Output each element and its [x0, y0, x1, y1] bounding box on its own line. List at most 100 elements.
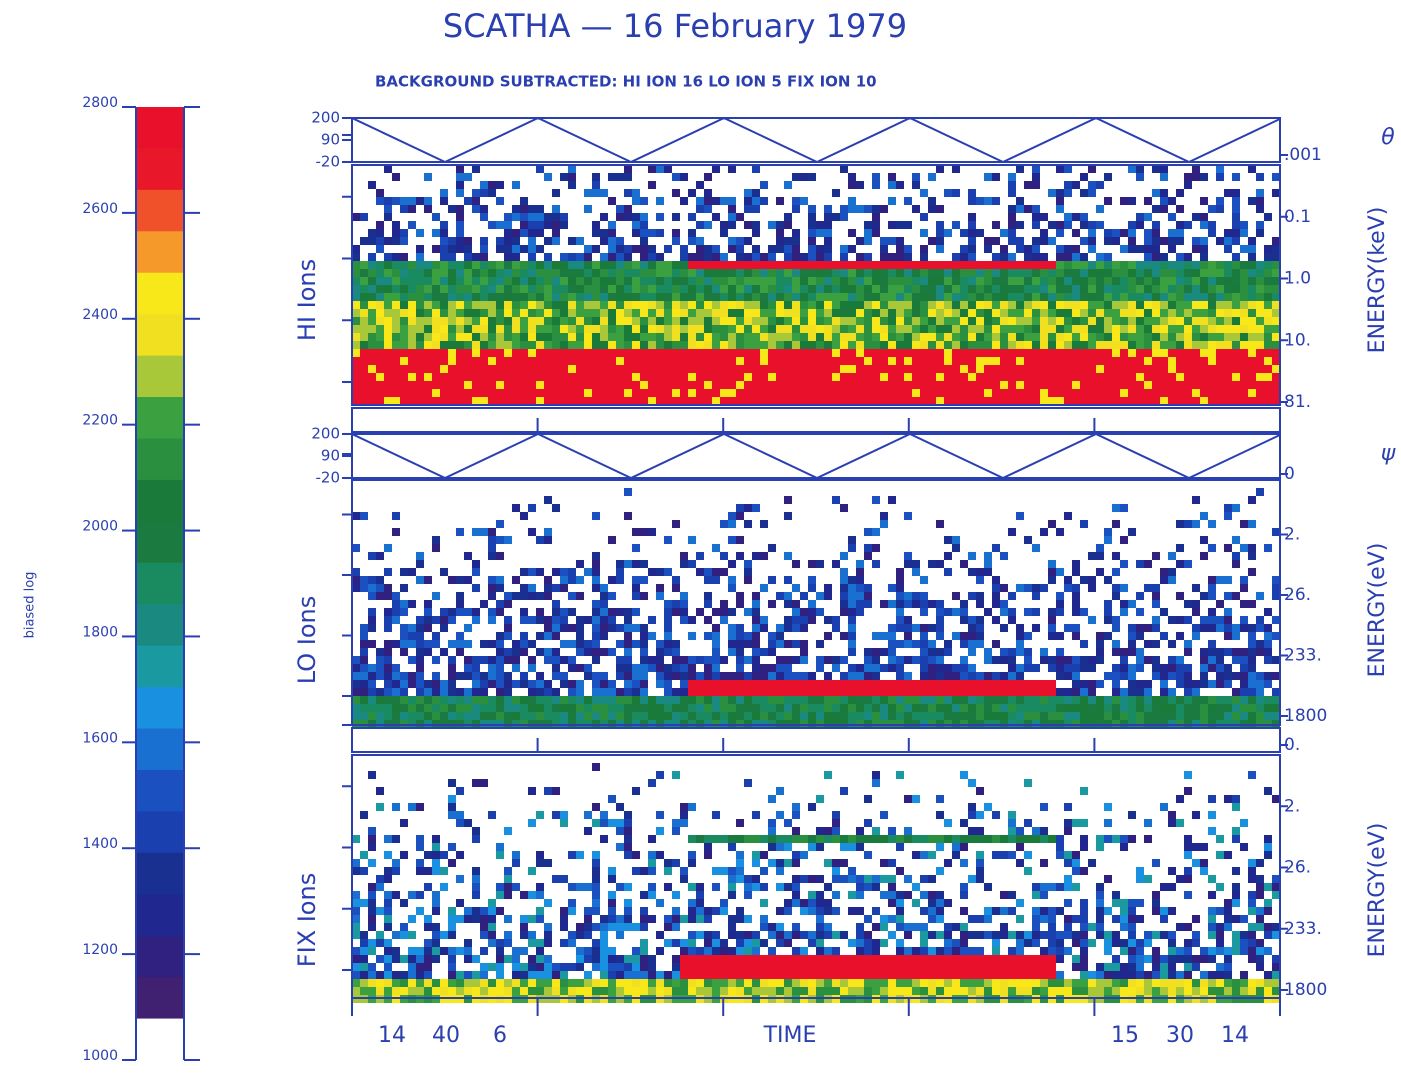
separator — [351, 407, 1281, 433]
energy-tick-label: 10. — [1284, 330, 1311, 350]
energy-tick-label: 1.0 — [1284, 269, 1311, 289]
colorbar-band — [136, 1018, 184, 1061]
colorbar-tick-label: 1000 — [82, 1048, 118, 1064]
time-label: 40 — [432, 1023, 460, 1048]
spectrogram-texture — [352, 261, 1264, 301]
colorbar-band — [136, 562, 184, 605]
spectrogram-texture — [352, 763, 1280, 979]
colorbar-band — [136, 272, 184, 315]
energy-tick-label: 0. — [1284, 735, 1300, 755]
spectrogram-frame — [351, 164, 1281, 406]
time-label: 30 — [1166, 1023, 1194, 1048]
colorbar-band — [136, 355, 184, 398]
colorbar-band — [136, 687, 184, 730]
angle-tick-label: -20 — [316, 469, 341, 487]
colorbar-band — [136, 231, 184, 274]
energy-tick-label: 233. — [1284, 919, 1322, 939]
colorbar-band — [136, 894, 184, 937]
panel-label: LO Ions — [293, 596, 321, 685]
spectrogram-texture — [352, 165, 1280, 261]
colorbar-tick-label: 2000 — [82, 519, 118, 535]
colorbar-band — [136, 728, 184, 771]
colorbar-band — [136, 935, 184, 978]
spectrogram-texture — [360, 261, 1280, 301]
spectrogram-frame — [351, 754, 1281, 999]
spectrogram-texture — [352, 496, 1272, 696]
colorbar-label: biased log — [23, 572, 38, 639]
colorbar-tick-label: 2400 — [82, 307, 118, 323]
angle-symbol: ψ — [1381, 441, 1396, 466]
colorbar-band — [136, 852, 184, 895]
energy-label: ENERGY(eV) — [1365, 543, 1390, 678]
colorbar-band — [136, 977, 184, 1020]
colorbar-band — [136, 148, 184, 191]
energy-label: ENERGY(keV) — [1365, 207, 1390, 354]
spectrogram-texture — [688, 835, 1048, 843]
spectrogram-texture — [368, 979, 1280, 1003]
colorbar-tick-label: 1600 — [82, 730, 118, 746]
colorbar-band — [136, 438, 184, 481]
angle-tick-label: 200 — [311, 109, 340, 127]
spectrogram-texture — [696, 835, 1032, 843]
colorbar-band — [136, 189, 184, 232]
angle-tick-label: 200 — [311, 425, 340, 443]
angle-trace — [352, 434, 1280, 478]
time-label: 14 — [1221, 1023, 1249, 1048]
panel-label: FIX Ions — [293, 873, 321, 967]
energy-tick-label: 2. — [1284, 796, 1300, 816]
colorbar-band — [136, 107, 184, 149]
colorbar-band — [136, 769, 184, 812]
time-label: 14 — [378, 1023, 406, 1048]
spectrogram-texture — [352, 504, 1272, 696]
separator — [351, 727, 1281, 753]
energy-tick-label: 1800 — [1284, 706, 1327, 726]
colorbar-band — [136, 479, 184, 522]
panel-label: HI Ions — [293, 259, 321, 341]
colorbar-band — [136, 521, 184, 564]
angle-symbol: θ — [1381, 125, 1395, 150]
energy-tick-label: 2. — [1284, 525, 1300, 545]
angle-tick-label: 90 — [321, 131, 340, 149]
angle-trace — [352, 118, 1280, 162]
colorbar-band — [136, 811, 184, 854]
angle-tick-label: -20 — [316, 153, 341, 171]
spectrogram-texture — [360, 261, 1272, 349]
energy-tick-label: 233. — [1284, 646, 1322, 666]
energy-tick-label: .001 — [1284, 145, 1322, 165]
energy-tick-label: 0.1 — [1284, 207, 1311, 227]
spectrogram-texture — [360, 261, 1280, 349]
energy-tick-label: 26. — [1284, 858, 1311, 878]
energy-tick-label: 26. — [1284, 585, 1311, 605]
spectrogram-texture — [352, 165, 1280, 261]
colorbar-tick-label: 1400 — [82, 836, 118, 852]
energy-label: ENERGY(eV) — [1365, 823, 1390, 958]
colorbar-tick-label: 2200 — [82, 413, 118, 429]
time-label: 6 — [493, 1023, 507, 1048]
colorbar-tick-label: 2800 — [82, 95, 118, 111]
spectrogram-texture — [400, 835, 1280, 1003]
spectrogram-frame — [351, 479, 1281, 726]
energy-tick-label: 1800 — [1284, 980, 1327, 1000]
spectrogram-texture — [352, 165, 1280, 261]
colorbar-band — [136, 397, 184, 439]
colorbar-band — [136, 645, 184, 688]
spectrogram-texture — [352, 496, 1280, 696]
colorbar-frame — [135, 107, 185, 1060]
chart-subtitle: BACKGROUND SUBTRACTED: HI ION 16 LO ION … — [375, 73, 877, 91]
x-axis-label: TIME — [763, 1023, 817, 1048]
spectrogram-texture — [352, 261, 1280, 405]
chart-title: SCATHA — 16 February 1979 — [443, 7, 907, 45]
energy-tick-label: 81. — [1284, 392, 1311, 412]
colorbar-band — [136, 314, 184, 357]
spectrogram-texture — [360, 771, 1280, 979]
colorbar-tick-label: 1200 — [82, 942, 118, 958]
spectrogram-texture — [352, 696, 1280, 728]
colorbar-tick-label: 2600 — [82, 201, 118, 217]
energy-tick-label: 0 — [1284, 464, 1295, 484]
spectrogram-texture — [680, 955, 1056, 979]
colorbar-band — [136, 604, 184, 647]
spectrogram-texture — [352, 261, 1280, 301]
angle-tick-label: 90 — [321, 447, 340, 465]
colorbar-tick-label: 1800 — [82, 624, 118, 640]
